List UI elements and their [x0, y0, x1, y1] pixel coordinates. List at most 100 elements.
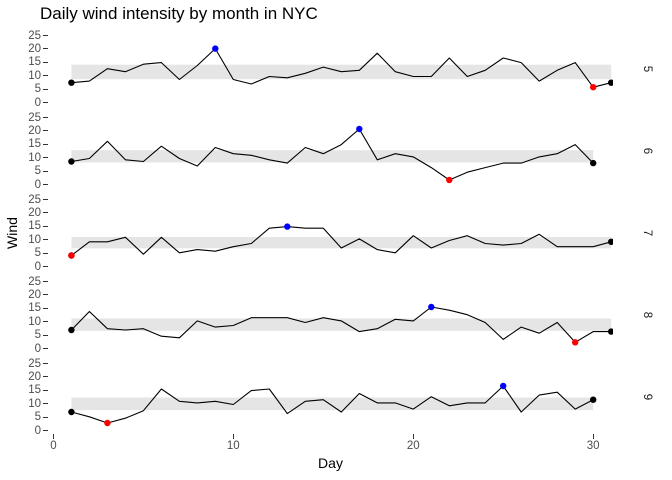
facet-label-6: 6	[641, 147, 653, 155]
facet-panel-8	[48, 278, 613, 352]
y-tick-label: 5	[34, 165, 41, 178]
max-point-marker	[212, 45, 219, 52]
y-tick-mark	[42, 239, 48, 241]
x-tick-mark	[232, 434, 234, 439]
start-point-marker	[68, 158, 75, 165]
y-tick-mark	[42, 116, 48, 119]
y-tick-mark	[42, 389, 48, 391]
y-tick-mark	[42, 130, 48, 132]
wind-line	[71, 48, 612, 88]
y-tick-label: 15	[28, 302, 41, 315]
y-tick-mark	[42, 48, 48, 50]
y-tick-mark	[42, 280, 48, 283]
y-tick-label: 20	[28, 288, 41, 301]
y-tick-label: 0	[34, 424, 41, 437]
y-tick-mark	[42, 157, 48, 159]
end-point-marker	[608, 238, 613, 245]
y-tick-mark	[42, 347, 48, 350]
y-tick-mark	[42, 376, 48, 378]
y-tick-label: 10	[28, 233, 41, 246]
start-point-marker	[68, 79, 75, 86]
facet-plot-8	[68, 303, 613, 346]
facet-label-9: 9	[641, 393, 653, 401]
y-tick-mark	[42, 429, 48, 432]
y-tick-label: 20	[28, 42, 41, 55]
facet-panel-9	[48, 360, 613, 434]
y-tick-mark	[42, 252, 48, 254]
x-tick-label: 10	[226, 440, 240, 452]
y-tick-mark	[42, 225, 48, 227]
y-tick-label: 10	[28, 69, 41, 82]
y-tick-label: 5	[34, 83, 41, 96]
min-point-marker	[572, 339, 579, 346]
facet-panel-6	[48, 114, 613, 188]
y-tick-label: 10	[28, 397, 41, 410]
y-tick-label: 0	[34, 96, 41, 109]
y-tick-mark	[42, 101, 48, 104]
y-tick-mark	[42, 265, 48, 268]
facet-label-5: 5	[641, 65, 653, 73]
y-tick-mark	[42, 34, 48, 37]
y-tick-mark	[42, 143, 48, 145]
end-point-marker	[608, 79, 613, 86]
start-point-marker	[68, 408, 75, 416]
y-tick-label: 0	[34, 178, 41, 191]
min-point-marker	[68, 252, 75, 259]
y-tick-mark	[42, 75, 48, 77]
y-tick-label: 0	[34, 260, 41, 273]
y-tick-label: 20	[28, 206, 41, 219]
x-tick-mark	[52, 434, 54, 439]
y-tick-mark	[42, 403, 48, 405]
min-point-marker	[590, 84, 597, 91]
max-point-marker	[284, 223, 291, 230]
start-point-marker	[68, 326, 75, 334]
y-tick-mark	[42, 212, 48, 214]
facet-panel-5	[48, 32, 613, 106]
x-tick-label: 30	[586, 440, 600, 452]
wind-line	[71, 306, 612, 343]
y-tick-mark	[42, 88, 48, 90]
facet-plot-9	[68, 382, 597, 427]
wind-line	[71, 385, 594, 424]
y-tick-label: 25	[28, 357, 41, 370]
y-tick-mark	[42, 362, 48, 365]
end-point-marker	[590, 159, 597, 167]
wind-line	[71, 128, 594, 181]
y-tick-mark	[42, 198, 48, 201]
facet-panel-7	[48, 196, 613, 270]
x-tick-mark	[412, 434, 414, 439]
y-tick-label: 25	[28, 29, 41, 42]
facet-plot-7	[68, 223, 613, 259]
y-tick-label: 15	[28, 220, 41, 233]
y-tick-label: 15	[28, 56, 41, 69]
y-tick-mark	[42, 183, 48, 186]
max-point-marker	[428, 303, 435, 311]
wind-line	[71, 226, 612, 256]
facet-label-7: 7	[641, 229, 653, 237]
y-tick-label: 0	[34, 342, 41, 355]
max-point-marker	[500, 382, 507, 390]
facet-label-8: 8	[641, 311, 653, 319]
y-tick-label: 5	[34, 247, 41, 260]
iqr-band	[71, 237, 612, 249]
iqr-band	[71, 397, 594, 411]
y-tick-label: 20	[28, 124, 41, 137]
min-point-marker	[104, 419, 111, 427]
y-tick-label: 5	[34, 411, 41, 424]
y-tick-label: 10	[28, 151, 41, 164]
y-tick-label: 25	[28, 193, 41, 206]
end-point-marker	[590, 396, 597, 403]
y-tick-mark	[42, 170, 48, 172]
chart-title: Daily wind intensity by month in NYC	[40, 4, 318, 23]
facet-plot-5	[68, 45, 613, 91]
y-tick-label: 15	[28, 384, 41, 397]
y-tick-mark	[42, 321, 48, 323]
y-tick-label: 5	[34, 329, 41, 342]
y-tick-mark	[42, 416, 48, 418]
iqr-band	[71, 150, 594, 163]
y-tick-mark	[42, 334, 48, 336]
end-point-marker	[608, 328, 613, 335]
iqr-band	[71, 318, 612, 331]
